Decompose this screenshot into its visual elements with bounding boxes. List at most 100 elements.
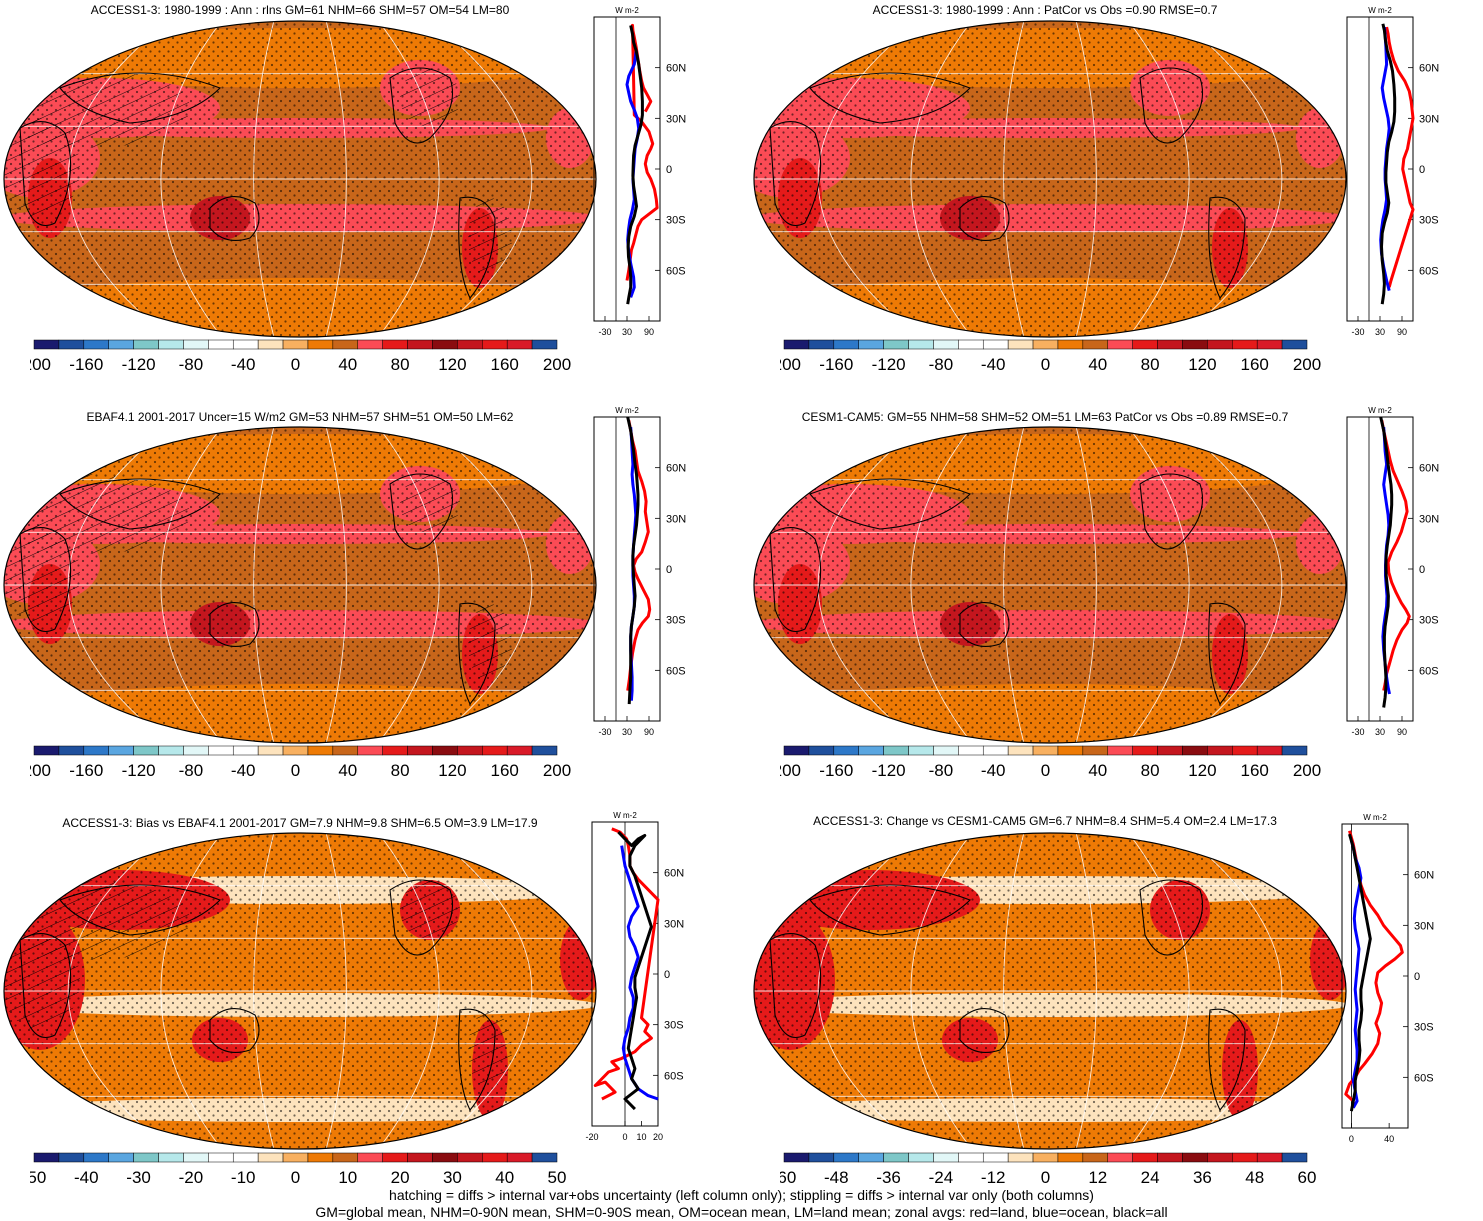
zonal-units-label: W m-2: [615, 6, 639, 15]
colorbar-tick-label: 24: [1141, 1168, 1160, 1187]
colorbar-tick-label: 80: [1141, 355, 1160, 374]
zonal-y-tick-label: 0: [1419, 564, 1425, 576]
colorbar-tick-label: 0: [1041, 355, 1050, 374]
colorbar-swatch: [257, 339, 284, 350]
longitude-gridline: [378, 21, 440, 337]
colorbar-swatch: [1207, 1152, 1233, 1163]
colorbar-tick-label: -60: [780, 1168, 796, 1187]
panel-title: ACCESS1-3: 1980-1999 : Ann : rlns GM=61 …: [90, 3, 510, 17]
colorbar-swatch: [83, 745, 109, 756]
longitude-gridline: [325, 427, 347, 743]
panel-title: ACCESS1-3: Change vs CESM1-CAM5 GM=6.7 N…: [813, 814, 1277, 828]
colorbar-swatch: [1232, 339, 1258, 350]
zonal-x-tick-label: -30: [1351, 727, 1364, 737]
zonal-y-tick-label: 60N: [1414, 870, 1434, 882]
colorbar-swatch: [58, 745, 85, 756]
longitude-gridline: [325, 833, 347, 1149]
zonal-x-tick-label: 0: [622, 1132, 627, 1142]
colorbar-swatch: [83, 339, 109, 350]
zonal-units-label: W m-2: [1368, 6, 1392, 15]
colorbar-swatch: [1281, 1152, 1308, 1163]
longitude-gridline: [1128, 427, 1190, 743]
coastline: [19, 67, 496, 299]
colorbar-swatch: [1032, 1152, 1059, 1163]
colorbar-swatch: [457, 745, 483, 756]
colorbar-swatch: [1281, 339, 1308, 350]
colorbar-tick-label: 80: [1141, 761, 1160, 780]
zonal-x-tick-label: 30: [622, 727, 632, 737]
colorbar-swatch: [783, 745, 810, 756]
colorbar-tick-label: -40: [74, 1168, 99, 1187]
map-border: [3, 832, 597, 1150]
longitude-gridline: [430, 427, 533, 743]
colorbar-swatch: [332, 339, 359, 350]
zonal-mean-plot: W m-2 -30 30 90 60N 30N 0 30S 60S: [593, 6, 686, 337]
colorbar-swatch: [1107, 339, 1133, 350]
colorbar-tick-label: 200: [1293, 355, 1321, 374]
colorbar-tick-label: 160: [491, 355, 519, 374]
colorbar-swatch: [332, 745, 359, 756]
colorbar-tick-label: 40: [338, 761, 357, 780]
colorbar-tick-label: 120: [438, 761, 466, 780]
colorbar-swatch: [357, 339, 383, 350]
longitude-gridline: [378, 427, 440, 743]
colorbar-swatch: [482, 745, 508, 756]
colorbar-swatch: [1232, 745, 1258, 756]
longitude-gridline: [1128, 21, 1190, 337]
colorbar-tick-label: 12: [1088, 1168, 1107, 1187]
colorbar-swatch: [1182, 1152, 1208, 1163]
colorbar-swatch: [482, 1152, 508, 1163]
longitude-gridline: [1003, 427, 1025, 743]
zonal-x-tick-label: 40: [1384, 1134, 1394, 1144]
zonal-x-tick-label: 90: [644, 327, 654, 337]
longitude-gridline: [817, 833, 920, 1149]
longitude-gridline: [1003, 21, 1025, 337]
zonal-y-tick-label: 30S: [1414, 1022, 1434, 1034]
colorbar-tick-label: -24: [929, 1168, 954, 1187]
colorbar-tick-label: -120: [122, 355, 156, 374]
colorbar-tick-label: 40: [495, 1168, 514, 1187]
colorbar-swatch: [1007, 1152, 1034, 1163]
longitude-gridline: [910, 833, 972, 1149]
zonal-x-tick-label: 0: [1349, 1134, 1354, 1144]
colorbar-tick-label: -200: [780, 761, 801, 780]
colorbar-tick-label: 30: [443, 1168, 462, 1187]
colorbar-swatch: [531, 745, 558, 756]
colorbar-swatch: [183, 339, 209, 350]
zonal-line-all: [626, 416, 640, 705]
colorbar-swatch: [808, 339, 835, 350]
coastline: [769, 879, 1246, 1111]
zonal-line-ocean: [620, 845, 659, 1101]
colorbar-swatch: [208, 745, 234, 756]
colorbar-tick-label: -36: [876, 1168, 901, 1187]
colorbar-tick-label: -160: [69, 761, 103, 780]
colorbar-swatch: [1182, 745, 1208, 756]
colorbar-swatch: [282, 1152, 309, 1163]
colorbar: -200 -160 -120 -80 -40 0 40 80 120 160 200: [780, 339, 1321, 374]
colorbar-swatch: [531, 1152, 558, 1163]
colorbar-swatch: [858, 745, 884, 756]
colorbar-swatch: [307, 745, 334, 756]
colorbar-tick-label: 80: [391, 761, 410, 780]
robinson-map: [3, 426, 597, 744]
hatching-south-america: [468, 1010, 512, 1090]
colorbar-swatch: [958, 339, 984, 350]
colorbar-swatch: [457, 1152, 483, 1163]
colorbar-swatch: [108, 339, 134, 350]
colorbar-swatch: [958, 745, 984, 756]
zonal-y-tick-label: 60S: [1414, 1072, 1434, 1084]
colorbar-swatch: [506, 1152, 533, 1163]
longitude-gridline: [1180, 833, 1283, 1149]
colorbar-tick-label: 200: [543, 761, 571, 780]
colorbar-swatch: [382, 339, 408, 350]
colorbar-swatch: [208, 1152, 234, 1163]
colorbar-tick-label: 160: [491, 761, 519, 780]
colorbar-swatch: [1157, 745, 1183, 756]
robinson-map: [3, 20, 597, 338]
colorbar-tick-label: -30: [126, 1168, 151, 1187]
longitude-gridline: [1075, 21, 1097, 337]
colorbar-tick-label: -80: [179, 355, 204, 374]
footer-note-legend: GM=global mean, NHM=0-90N mean, SHM=0-90…: [315, 1204, 1168, 1220]
longitude-gridline: [160, 427, 222, 743]
colorbar-tick-label: 120: [1188, 355, 1216, 374]
